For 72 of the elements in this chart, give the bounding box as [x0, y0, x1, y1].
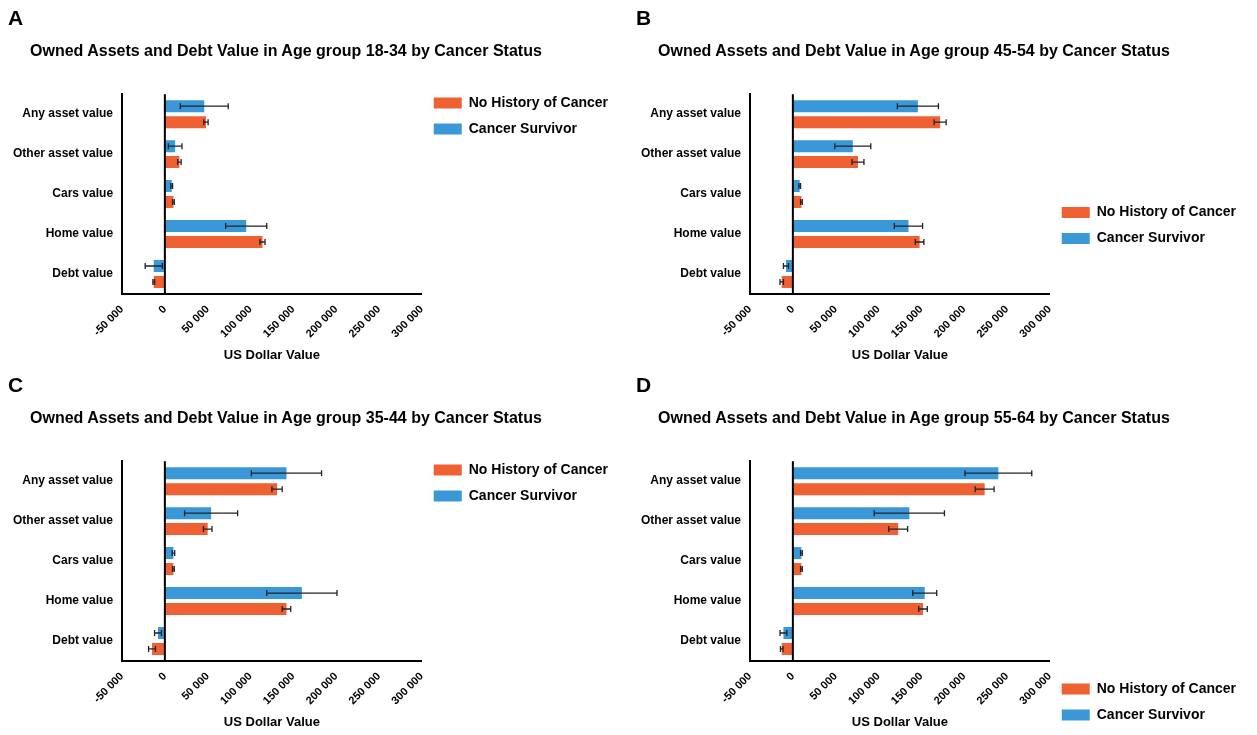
x-tick-label: 200 000: [303, 669, 340, 707]
y-tick-label: Cars value: [680, 186, 742, 201]
y-tick-label: Any asset value: [22, 473, 114, 488]
x-tick-label: -50 000: [90, 302, 126, 338]
y-tick-label: Debt value: [52, 633, 114, 648]
x-tick-label: -50 000: [90, 669, 126, 705]
x-axis-title: US Dollar Value: [851, 713, 948, 729]
y-tick-label: Any asset value: [650, 106, 742, 121]
x-tick-label: 150 000: [888, 302, 925, 340]
text: D: [636, 373, 652, 397]
x-axis-title: US Dollar Value: [851, 346, 948, 362]
y-tick-label: Any asset value: [650, 473, 742, 488]
text: A: [8, 6, 24, 30]
chart-title: Owned Assets and Debt Value in Age group 35-44 by Cancer Status: [30, 409, 542, 427]
x-tick-label: 250 000: [345, 302, 383, 340]
x-tick-label: 100 000: [845, 302, 883, 340]
y-tick-label: Debt value: [52, 266, 114, 281]
legend-label: No History of Cancer: [468, 93, 609, 110]
legend-label: No History of Cancer: [1096, 203, 1237, 220]
x-tick-label: 50 000: [178, 669, 212, 702]
chart-title: Owned Assets and Debt Value in Age group 55-64 by Cancer Status: [658, 409, 1170, 427]
y-tick-label: Other asset value: [640, 146, 742, 161]
y-tick-label: Cars value: [52, 553, 114, 568]
x-tick-label: 50 000: [806, 302, 840, 335]
legend-label: Cancer Survivor: [468, 486, 578, 503]
legend-label: Cancer Survivor: [468, 119, 578, 136]
chart-title: Owned Assets and Debt Value in Age group 18-34 by Cancer Status: [30, 42, 542, 60]
x-tick-label: 0: [783, 302, 797, 316]
x-tick-label: 150 000: [260, 302, 297, 340]
x-tick-label: 200 000: [303, 302, 340, 340]
x-tick-label: 0: [783, 669, 797, 683]
y-tick-label: Cars value: [680, 553, 742, 568]
x-tick-label: 250 000: [973, 669, 1011, 707]
x-tick-label: 100 000: [217, 302, 255, 340]
x-tick-label: 200 000: [931, 302, 968, 340]
x-tick-label: 100 000: [845, 669, 883, 707]
x-tick-label: 50 000: [806, 669, 840, 702]
x-tick-label: -50 000: [718, 302, 754, 338]
x-tick-label: 100 000: [217, 669, 255, 707]
chart-title: Owned Assets and Debt Value in Age group 45-54 by Cancer Status: [658, 42, 1170, 60]
x-tick-label: 250 000: [973, 302, 1011, 340]
y-tick-label: Home value: [673, 226, 742, 241]
x-tick-label: -50 000: [718, 669, 754, 705]
y-tick-label: Home value: [673, 593, 742, 608]
text: C: [8, 373, 24, 397]
x-tick-label: 200 000: [931, 669, 968, 707]
y-tick-label: Home value: [45, 226, 114, 241]
x-axis-title: US Dollar Value: [223, 346, 320, 362]
legend-label: Cancer Survivor: [1096, 705, 1206, 722]
legend-label: No History of Cancer: [1096, 679, 1237, 696]
y-tick-label: Cars value: [52, 186, 114, 201]
x-tick-label: 300 000: [388, 302, 426, 340]
legend-label: Cancer Survivor: [1096, 229, 1206, 246]
x-axis-title: US Dollar Value: [223, 713, 320, 729]
y-tick-label: Other asset value: [12, 146, 114, 161]
y-tick-label: Debt value: [680, 266, 742, 281]
y-tick-label: Home value: [45, 593, 114, 608]
text: B: [636, 6, 652, 30]
x-tick-label: 50 000: [178, 302, 212, 335]
x-tick-label: 0: [155, 669, 169, 683]
x-tick-label: 300 000: [388, 669, 426, 707]
y-tick-label: Debt value: [680, 633, 742, 648]
x-tick-label: 0: [155, 302, 169, 316]
x-tick-label: 300 000: [1016, 302, 1054, 340]
y-tick-label: Any asset value: [22, 106, 114, 121]
legend-label: No History of Cancer: [468, 460, 609, 477]
x-tick-label: 250 000: [345, 669, 383, 707]
y-tick-label: Other asset value: [640, 513, 742, 528]
x-tick-label: 300 000: [1016, 669, 1054, 707]
x-tick-label: 150 000: [888, 669, 925, 707]
x-tick-label: 150 000: [260, 669, 297, 707]
y-tick-label: Other asset value: [12, 513, 114, 528]
